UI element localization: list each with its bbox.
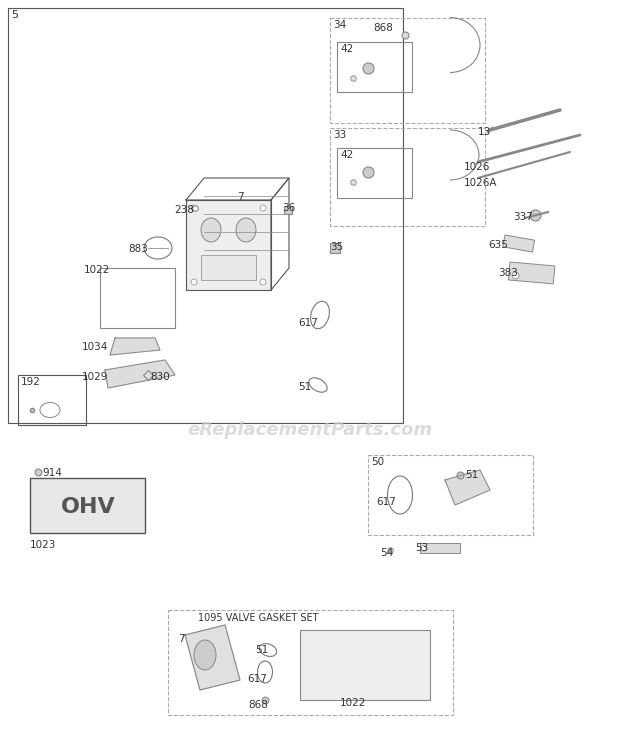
Text: eReplacementParts.com: eReplacementParts.com — [187, 421, 433, 439]
Text: 868: 868 — [373, 23, 393, 33]
Text: 1023: 1023 — [30, 540, 56, 550]
Text: 1022: 1022 — [84, 265, 110, 275]
Text: 51: 51 — [298, 382, 311, 392]
Bar — [330, 128, 485, 226]
Text: 192: 192 — [21, 377, 41, 387]
Text: 1029: 1029 — [82, 372, 108, 382]
Bar — [18, 375, 86, 425]
Text: 830: 830 — [150, 372, 170, 382]
Text: 42: 42 — [340, 150, 353, 160]
Bar — [368, 455, 533, 535]
Text: 238: 238 — [174, 205, 194, 215]
Text: 1095 VALVE GASKET SET: 1095 VALVE GASKET SET — [198, 613, 318, 623]
Ellipse shape — [191, 205, 197, 211]
Text: 53: 53 — [415, 543, 428, 553]
Text: 337: 337 — [513, 212, 533, 222]
Polygon shape — [445, 470, 490, 505]
Text: 50: 50 — [371, 457, 384, 467]
Bar — [337, 42, 412, 92]
Text: 1022: 1022 — [340, 698, 366, 708]
Text: 35: 35 — [330, 242, 343, 252]
Text: 617: 617 — [376, 497, 396, 507]
Text: 914: 914 — [42, 468, 62, 478]
Text: 13: 13 — [478, 127, 491, 137]
Bar — [420, 543, 460, 553]
Text: 36: 36 — [282, 203, 295, 213]
Polygon shape — [110, 338, 160, 355]
Text: 1034: 1034 — [82, 342, 108, 352]
Text: 1026: 1026 — [464, 162, 490, 172]
Ellipse shape — [191, 279, 197, 285]
Bar — [508, 262, 555, 284]
Ellipse shape — [260, 205, 266, 211]
Text: 42: 42 — [340, 44, 353, 54]
Text: 1026A: 1026A — [464, 178, 497, 188]
Text: 883: 883 — [128, 244, 148, 254]
Text: 7: 7 — [178, 634, 185, 644]
Text: 868: 868 — [248, 700, 268, 710]
Text: 54: 54 — [380, 548, 393, 558]
Text: 383: 383 — [498, 268, 518, 278]
Polygon shape — [105, 360, 175, 388]
Text: 7: 7 — [237, 192, 244, 202]
Bar — [30, 478, 145, 533]
Bar — [330, 18, 485, 123]
Bar — [337, 148, 412, 198]
Bar — [186, 200, 271, 290]
Text: 635: 635 — [488, 240, 508, 250]
Text: 5: 5 — [11, 10, 18, 20]
Text: 51: 51 — [465, 470, 478, 480]
Ellipse shape — [236, 218, 256, 242]
Bar — [300, 630, 430, 700]
Ellipse shape — [194, 640, 216, 670]
Text: 33: 33 — [333, 130, 346, 140]
Text: OHV: OHV — [61, 497, 115, 517]
Bar — [503, 235, 534, 252]
Text: 617: 617 — [247, 674, 267, 684]
Text: 51: 51 — [255, 645, 268, 655]
Bar — [8, 8, 403, 423]
Text: 617: 617 — [298, 318, 318, 328]
Text: 34: 34 — [333, 20, 346, 30]
Ellipse shape — [201, 218, 221, 242]
Bar — [168, 610, 453, 715]
Bar — [201, 255, 256, 280]
Ellipse shape — [260, 279, 266, 285]
Polygon shape — [185, 625, 240, 690]
Bar — [100, 268, 175, 328]
